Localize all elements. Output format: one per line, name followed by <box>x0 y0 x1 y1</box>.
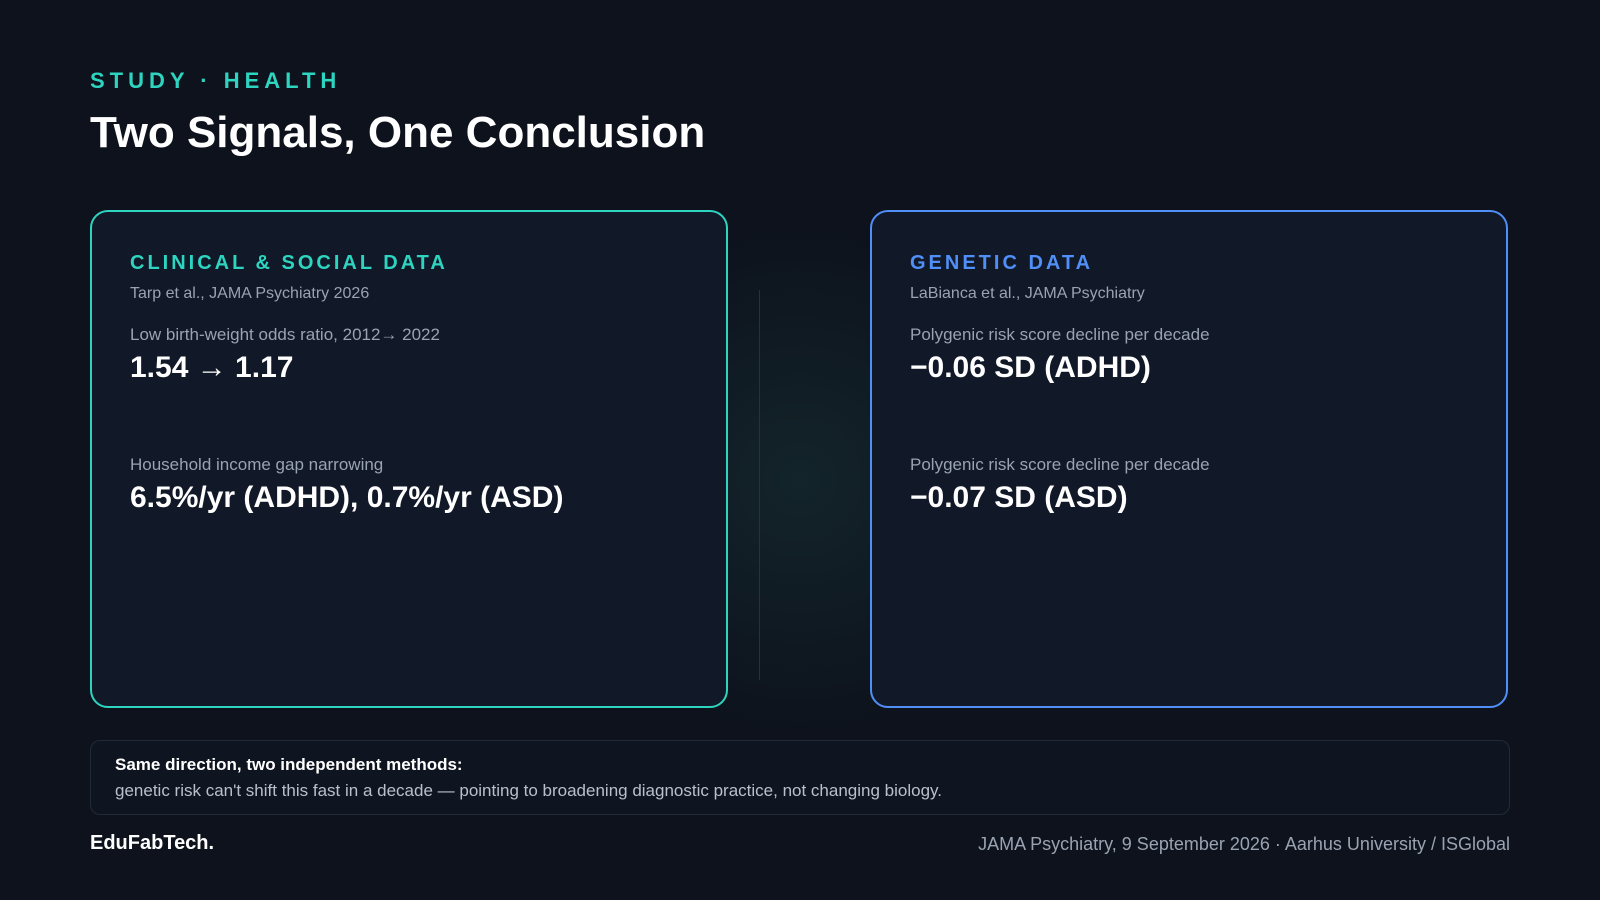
stat-label: Low birth-weight odds ratio, 2012→ 2022 <box>130 325 440 344</box>
brand: EduFabTech. <box>90 832 215 854</box>
card-source: LaBianca et al., JAMA Psychiatry <box>910 285 1145 302</box>
card-title: CLINICAL & SOCIAL DATA <box>130 252 448 274</box>
stat-label: Polygenic risk score decline per decade <box>910 455 1210 474</box>
footer-source: JAMA Psychiatry, 9 September 2026 · Aarh… <box>978 834 1510 854</box>
card: CLINICAL & SOCIAL DATA Tarp et al., JAMA… <box>90 210 728 708</box>
title: Two Signals, One Conclusion <box>90 108 706 157</box>
conclusion-text: genetic risk can't shift this fast in a … <box>115 781 942 800</box>
stat-label: Polygenic risk score decline per decade <box>910 325 1210 344</box>
stat-label: Household income gap narrowing <box>130 455 384 474</box>
card-source: Tarp et al., JAMA Psychiatry 2026 <box>130 285 370 302</box>
stat-value: −0.06 SD (ADHD) <box>910 351 1151 384</box>
conclusion-lead: Same direction, two independent methods: <box>115 755 463 774</box>
stat-value: −0.07 SD (ASD) <box>910 481 1128 514</box>
divider <box>759 290 760 680</box>
stat-value: 1.54 → 1.17 <box>130 351 294 384</box>
card-title: GENETIC DATA <box>910 252 1094 274</box>
kicker: STUDY · HEALTH <box>90 68 342 93</box>
stat-value: 6.5%/yr (ADHD), 0.7%/yr (ASD) <box>130 481 564 514</box>
conclusion: Same direction, two independent methods:… <box>90 740 1510 815</box>
card: GENETIC DATA LaBianca et al., JAMA Psych… <box>870 210 1508 708</box>
